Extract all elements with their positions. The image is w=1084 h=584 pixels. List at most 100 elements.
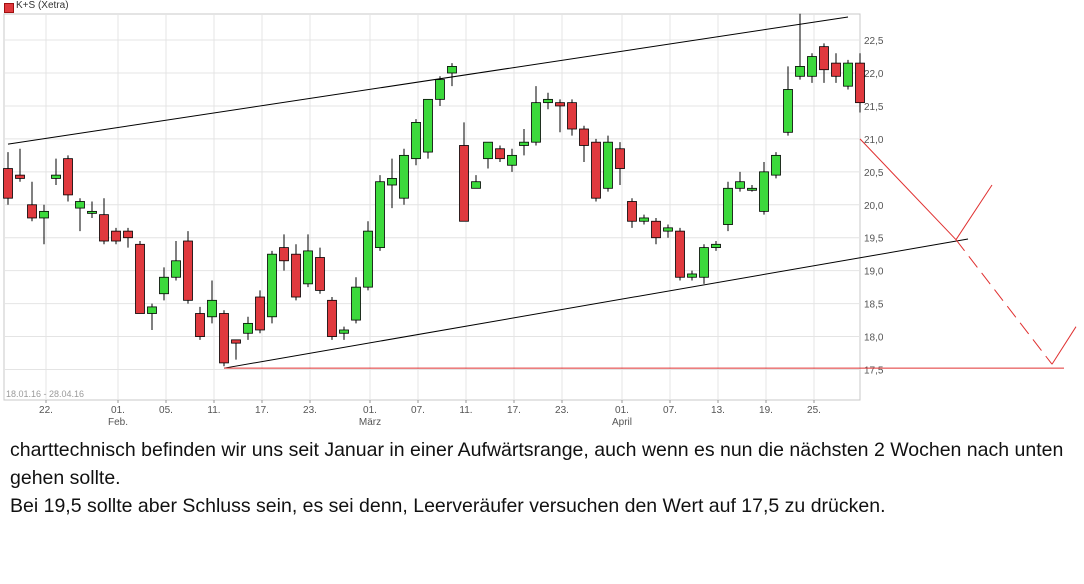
candle-body — [831, 62, 841, 77]
chart-title: K+S (Xetra) — [16, 0, 69, 11]
candle-body — [147, 306, 157, 314]
projection-rebound — [1051, 326, 1077, 365]
y-tick-label: 18,5 — [864, 300, 884, 311]
y-tick-label: 19,0 — [864, 267, 884, 278]
x-tick-label: 17. — [507, 405, 521, 416]
projection-bounce — [955, 184, 993, 240]
x-tick-label: 01. — [111, 405, 125, 416]
candle-body — [843, 62, 853, 87]
candle-body — [543, 98, 553, 104]
candle-body — [699, 247, 709, 278]
candle-body — [747, 187, 757, 191]
candle-body — [855, 62, 865, 104]
candle-body — [723, 187, 733, 225]
candle-body — [579, 128, 589, 146]
candle-body — [27, 204, 37, 219]
candle-body — [279, 247, 289, 262]
candle-body — [231, 339, 241, 344]
candle-body — [519, 141, 529, 146]
candle-body — [639, 217, 649, 222]
legend-swatch — [4, 3, 14, 13]
y-tick-label: 20,0 — [864, 201, 884, 212]
candle-body — [807, 56, 817, 77]
candle-body — [471, 181, 481, 189]
candle-body — [123, 230, 133, 239]
candle-body — [195, 313, 205, 337]
candle-body — [819, 46, 829, 71]
candle-body — [795, 66, 805, 77]
candle-body — [243, 322, 253, 334]
candle-body — [627, 201, 637, 222]
x-tick-label: 19. — [759, 405, 773, 416]
candle-body — [363, 230, 373, 288]
x-tick-label: 01. — [615, 405, 629, 416]
candle-body — [411, 122, 421, 160]
stock-chart: 17,5 18,0 18,5 19,0 19,5 20,0 20,5 21,0 21,5 22,0… — [3, 0, 1077, 428]
candle-body — [99, 214, 109, 242]
projection-drop-to-17-5 — [955, 239, 1053, 365]
candle-body — [483, 141, 493, 160]
x-tick-label: 11. — [207, 405, 220, 416]
candle-body — [39, 210, 49, 219]
trendline-lower-channel — [223, 238, 969, 369]
comment-line-2: Bei 19,5 sollte aber Schluss sein, es se… — [10, 495, 886, 517]
candle-body — [771, 154, 781, 176]
candle-body — [267, 253, 277, 318]
comment-text: charttechnisch befinden wir uns seit Jan… — [10, 436, 1070, 520]
candle-body — [75, 201, 85, 209]
candle-body — [159, 276, 169, 295]
x-tick-month-label: April — [612, 417, 632, 428]
x-tick-label: 17. — [255, 405, 269, 416]
y-tick-label: 20,5 — [864, 168, 884, 179]
candle-body — [351, 286, 361, 321]
candle-body — [759, 171, 769, 212]
candle-body — [555, 102, 565, 107]
candle-body — [507, 154, 517, 166]
candle-body — [87, 210, 97, 214]
y-tick-label: 21,5 — [864, 102, 884, 113]
y-tick-label: 22,5 — [864, 36, 884, 47]
candle-body — [303, 250, 313, 285]
candle-body — [735, 181, 745, 189]
candle-body — [663, 227, 673, 232]
candle-body — [15, 174, 25, 179]
trendline-upper-channel — [7, 16, 849, 145]
candle-body — [315, 257, 325, 291]
candle-body — [435, 79, 445, 100]
x-tick-label: 05. — [159, 405, 173, 416]
candle-body — [447, 66, 457, 74]
candle-body — [687, 273, 697, 278]
candle-body — [651, 220, 661, 239]
y-tick-label: 19,5 — [864, 234, 884, 245]
chart-canvas: 17,5 18,0 18,5 19,0 19,5 20,0 20,5 21,0 21,5 22,0… — [3, 13, 1077, 428]
x-tick-label: 23. — [303, 405, 317, 416]
y-tick-label: 21,0 — [864, 135, 884, 146]
date-range-label: 18.01.16 - 28.04.16 — [6, 389, 85, 399]
candle-body — [291, 253, 301, 298]
projection-drop-to-19-5 — [859, 138, 957, 241]
x-tick-label: 25. — [807, 405, 821, 416]
x-tick-month-label: März — [359, 417, 381, 428]
candle-body — [339, 329, 349, 334]
candle-body — [387, 178, 397, 186]
x-tick-label: 07. — [411, 405, 425, 416]
candle-body — [255, 296, 265, 331]
candle-body — [63, 158, 73, 196]
x-tick-label: 07. — [663, 405, 677, 416]
candle-body — [423, 98, 433, 153]
comment-line-1: charttechnisch befinden wir uns seit Jan… — [10, 439, 1064, 489]
candle-body — [675, 230, 685, 278]
x-tick-label: 22. — [39, 405, 53, 416]
candle-body — [171, 260, 181, 278]
candle-body — [615, 148, 625, 169]
candle-body — [51, 174, 61, 179]
candle-body — [3, 168, 13, 199]
candle-body — [603, 141, 613, 189]
candle-body — [219, 313, 229, 364]
candle-body — [567, 102, 577, 130]
candle-body — [783, 89, 793, 133]
x-tick-label: 01. — [363, 405, 377, 416]
x-tick-label: 11. — [459, 405, 472, 416]
candle-body — [495, 148, 505, 160]
candle-body — [183, 240, 193, 301]
